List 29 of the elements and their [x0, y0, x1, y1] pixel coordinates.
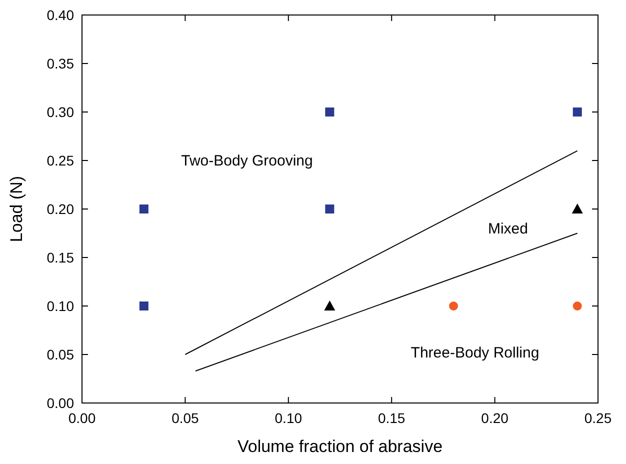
point	[572, 204, 583, 214]
point	[572, 108, 582, 116]
y-tick-label: 0.00	[46, 394, 74, 411]
x-tick-label: 0.05	[172, 410, 200, 426]
y-tick-label: 0.20	[46, 200, 74, 217]
y-tick-label: 0.10	[46, 298, 74, 314]
y-tick-label: 0.30	[46, 104, 74, 120]
point	[139, 302, 148, 310]
point	[139, 204, 148, 214]
x-axis-title: Volume fraction of abrasive	[237, 437, 443, 456]
point	[449, 302, 458, 310]
point	[324, 300, 336, 310]
annotation: Two-Body Grooving	[181, 152, 313, 170]
annotation: Three-Body Rolling	[410, 344, 540, 362]
y-tick-label: 0.40	[46, 6, 74, 23]
y-tick-label: 0.15	[46, 249, 74, 266]
annotation: Mixed	[488, 220, 528, 238]
x-tick-label: 0.00	[68, 410, 96, 426]
y-tick-label: 0.05	[46, 346, 74, 362]
x-tick-label: 0.10	[274, 410, 302, 426]
y-tick-label: 0.35	[46, 55, 74, 72]
point	[325, 204, 334, 214]
x-tick-label: 0.15	[378, 410, 406, 426]
x-tick-label: 0.25	[584, 410, 612, 426]
point	[325, 108, 334, 116]
point	[572, 302, 582, 310]
x-tick-label: 0.20	[481, 410, 509, 426]
y-axis-title: Load (N)	[7, 176, 26, 242]
y-tick-label: 0.25	[46, 152, 74, 168]
